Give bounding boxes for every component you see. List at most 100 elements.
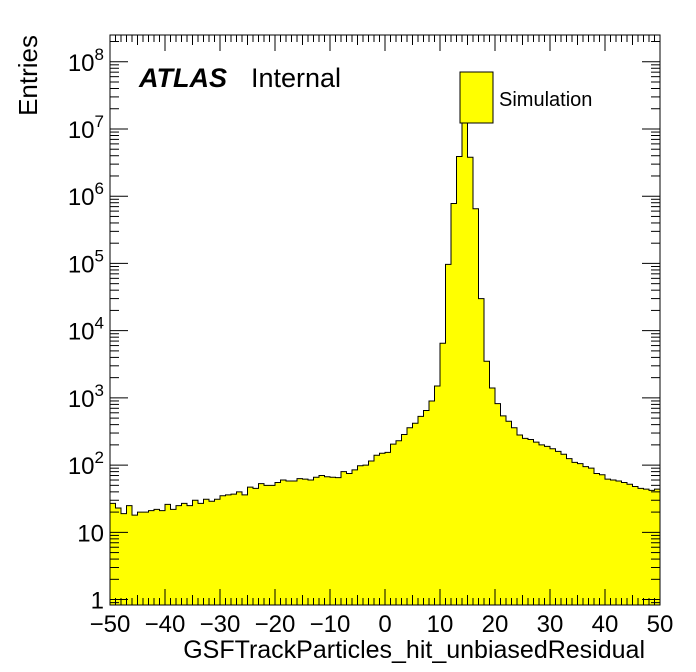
histogram-bar [533,442,540,605]
histogram-bar [462,110,468,605]
x-tick-label: −30 [200,611,241,638]
histogram-bar [159,510,166,605]
histogram-bar [352,469,358,605]
histogram-bar [489,388,496,605]
y-tick-label: 103 [68,381,104,413]
histogram-bar [429,400,435,605]
histogram-bar [236,491,243,605]
histogram-bar [539,444,545,605]
histogram-bar [445,264,452,605]
histogram-bar [198,503,204,605]
histogram-bar [522,438,529,605]
histogram-bar [544,446,551,605]
histogram-bar [440,343,446,605]
histogram-bar [511,427,518,605]
histogram-bar [302,479,309,605]
histogram-bar [209,501,215,605]
histogram-bar [110,503,116,605]
histogram-bar [374,455,380,605]
histogram-bar [308,480,314,605]
histogram-bar [401,434,408,605]
histogram-bar [143,512,149,605]
x-tick-label: −10 [310,611,351,638]
histogram-bar [467,157,474,605]
histogram-bar [357,465,364,605]
atlas-label: ATLAS [138,63,227,93]
histogram-bar [588,468,595,605]
histogram-bar [148,510,155,605]
histogram-bar [264,485,270,605]
histogram-bar [165,504,171,605]
y-tick-label: 105 [68,246,104,278]
histogram-bar [412,423,419,605]
x-tick-label: −20 [255,611,296,638]
histogram-outline [110,109,660,516]
y-axis-label: Entries [13,35,43,116]
histogram-bar [286,481,292,605]
x-tick-label: 30 [537,611,564,638]
x-tick-label: 20 [482,611,509,638]
histogram-bar [335,477,342,605]
atlas-sublabel: Internal [251,63,341,93]
histogram-bar [154,509,160,605]
legend: Simulation [459,71,592,124]
histogram-bar [621,482,628,605]
histogram-bar [225,494,232,605]
histogram-bar [473,208,479,605]
histogram-bar [555,451,562,605]
histogram-bar [280,480,287,605]
x-axis-ticks: −50 −40 −30 −20 −10 0 10 20 30 40 50 [90,35,674,638]
histogram-bar [132,515,138,605]
histogram-bar [638,488,644,605]
histogram-bar [214,499,221,605]
histogram-bar [478,298,485,605]
y-tick-label: 10 [77,520,104,547]
histogram-bar [434,386,441,605]
histogram-bar [181,503,188,605]
histogram-bar [550,448,556,605]
histogram-bar [583,466,589,605]
histogram-bar [561,454,567,605]
histogram-bar [418,416,424,605]
histogram-bar [121,513,127,605]
x-axis-label: GSFTrackParticles_hit_unbiasedResidual [183,636,645,664]
histogram-bar [258,483,265,605]
x-tick-label: −40 [145,611,186,638]
histogram-bar [330,477,336,605]
legend-entry-simulation: Simulation [499,89,592,111]
histogram-bar [137,512,144,605]
legend-swatch [459,71,494,124]
histogram-bar [572,462,578,605]
histogram-bar [517,435,523,605]
histogram-bar [599,474,606,605]
histogram-bar [192,500,199,605]
histogram-bar [313,477,320,605]
histogram-bar [115,508,122,605]
x-tick-label: 50 [647,611,674,638]
y-tick-label: 107 [68,112,104,144]
histogram-bar [407,427,413,605]
histogram-bar [495,403,501,605]
x-tick-label: 10 [427,611,454,638]
histogram-bar [363,465,369,605]
histogram-bar [456,156,463,606]
histogram-bar [275,482,281,605]
histogram-bar [341,471,347,605]
histogram-bar [484,361,490,605]
y-tick-label: 1 [91,588,104,615]
histogram-bar [451,203,457,605]
histogram-bar [170,509,177,605]
histogram-bar [297,478,303,605]
histogram-bar [605,479,611,605]
histogram-bar [368,461,375,605]
histogram-bar [324,476,331,605]
x-tick-label: −50 [90,611,131,638]
histogram-bar [616,481,622,605]
histogram-bar [627,484,633,605]
histogram-bar [500,415,507,605]
y-tick-label: 106 [68,179,104,211]
histogram-bar [396,440,402,605]
histogram-bar [528,439,534,605]
histogram-bar [231,494,237,605]
